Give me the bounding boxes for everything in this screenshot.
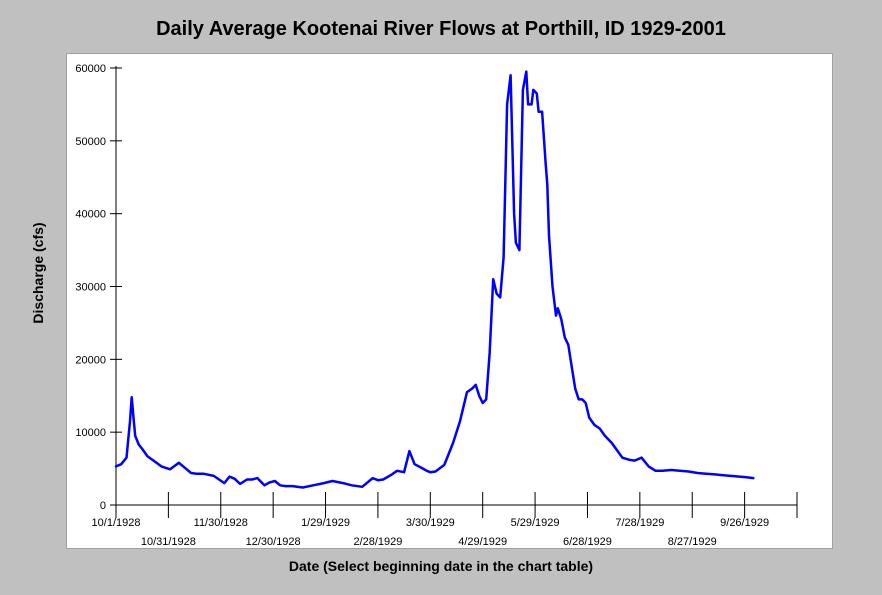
y-tick-label: 30000 [75,282,106,294]
y-tick-label: 60000 [75,63,106,75]
x-tick-label: 12/30/1928 [246,536,301,548]
x-tick-label: 6/28/1929 [563,536,612,548]
x-tick-label: 10/1/1928 [92,517,141,529]
x-tick-label: 3/30/1929 [406,517,455,529]
x-tick-label: 2/28/1929 [353,536,402,548]
axes: 0 10000 20000 30000 40000 50000 60000 10/1/1928… [75,63,798,548]
y-tick-label: 0 [100,500,106,512]
x-tick-label: 11/30/1928 [194,517,248,529]
x-tick-label: 8/27/1929 [668,536,717,548]
x-axis-label: Date (Select beginning date in the chart… [288,558,594,574]
plot-panel: 0 10000 20000 30000 40000 50000 60000 10/1/1928… [66,53,833,549]
x-tick-label: 9/26/1929 [720,517,769,529]
y-axis-label: Discharge (cfs) [30,222,46,324]
chart-title: Daily Average Kootenai River Flows at Po… [156,18,726,40]
y-tick-label: 20000 [75,354,106,366]
x-tick-label: 7/28/1929 [615,517,664,529]
series-group [114,70,755,489]
series-line [114,70,755,489]
plot-area: 0 10000 20000 30000 40000 50000 60000 10/1/1928… [75,63,798,548]
x-tick-label: 5/29/1929 [511,517,560,529]
x-tick-label: 10/31/1928 [141,536,196,548]
x-tick-label: 4/29/1929 [458,536,507,548]
x-tick-label: 1/29/1929 [301,517,350,529]
y-tick-label: 50000 [75,136,106,148]
y-tick-label: 40000 [75,209,106,221]
y-tick-label: 10000 [75,427,106,439]
